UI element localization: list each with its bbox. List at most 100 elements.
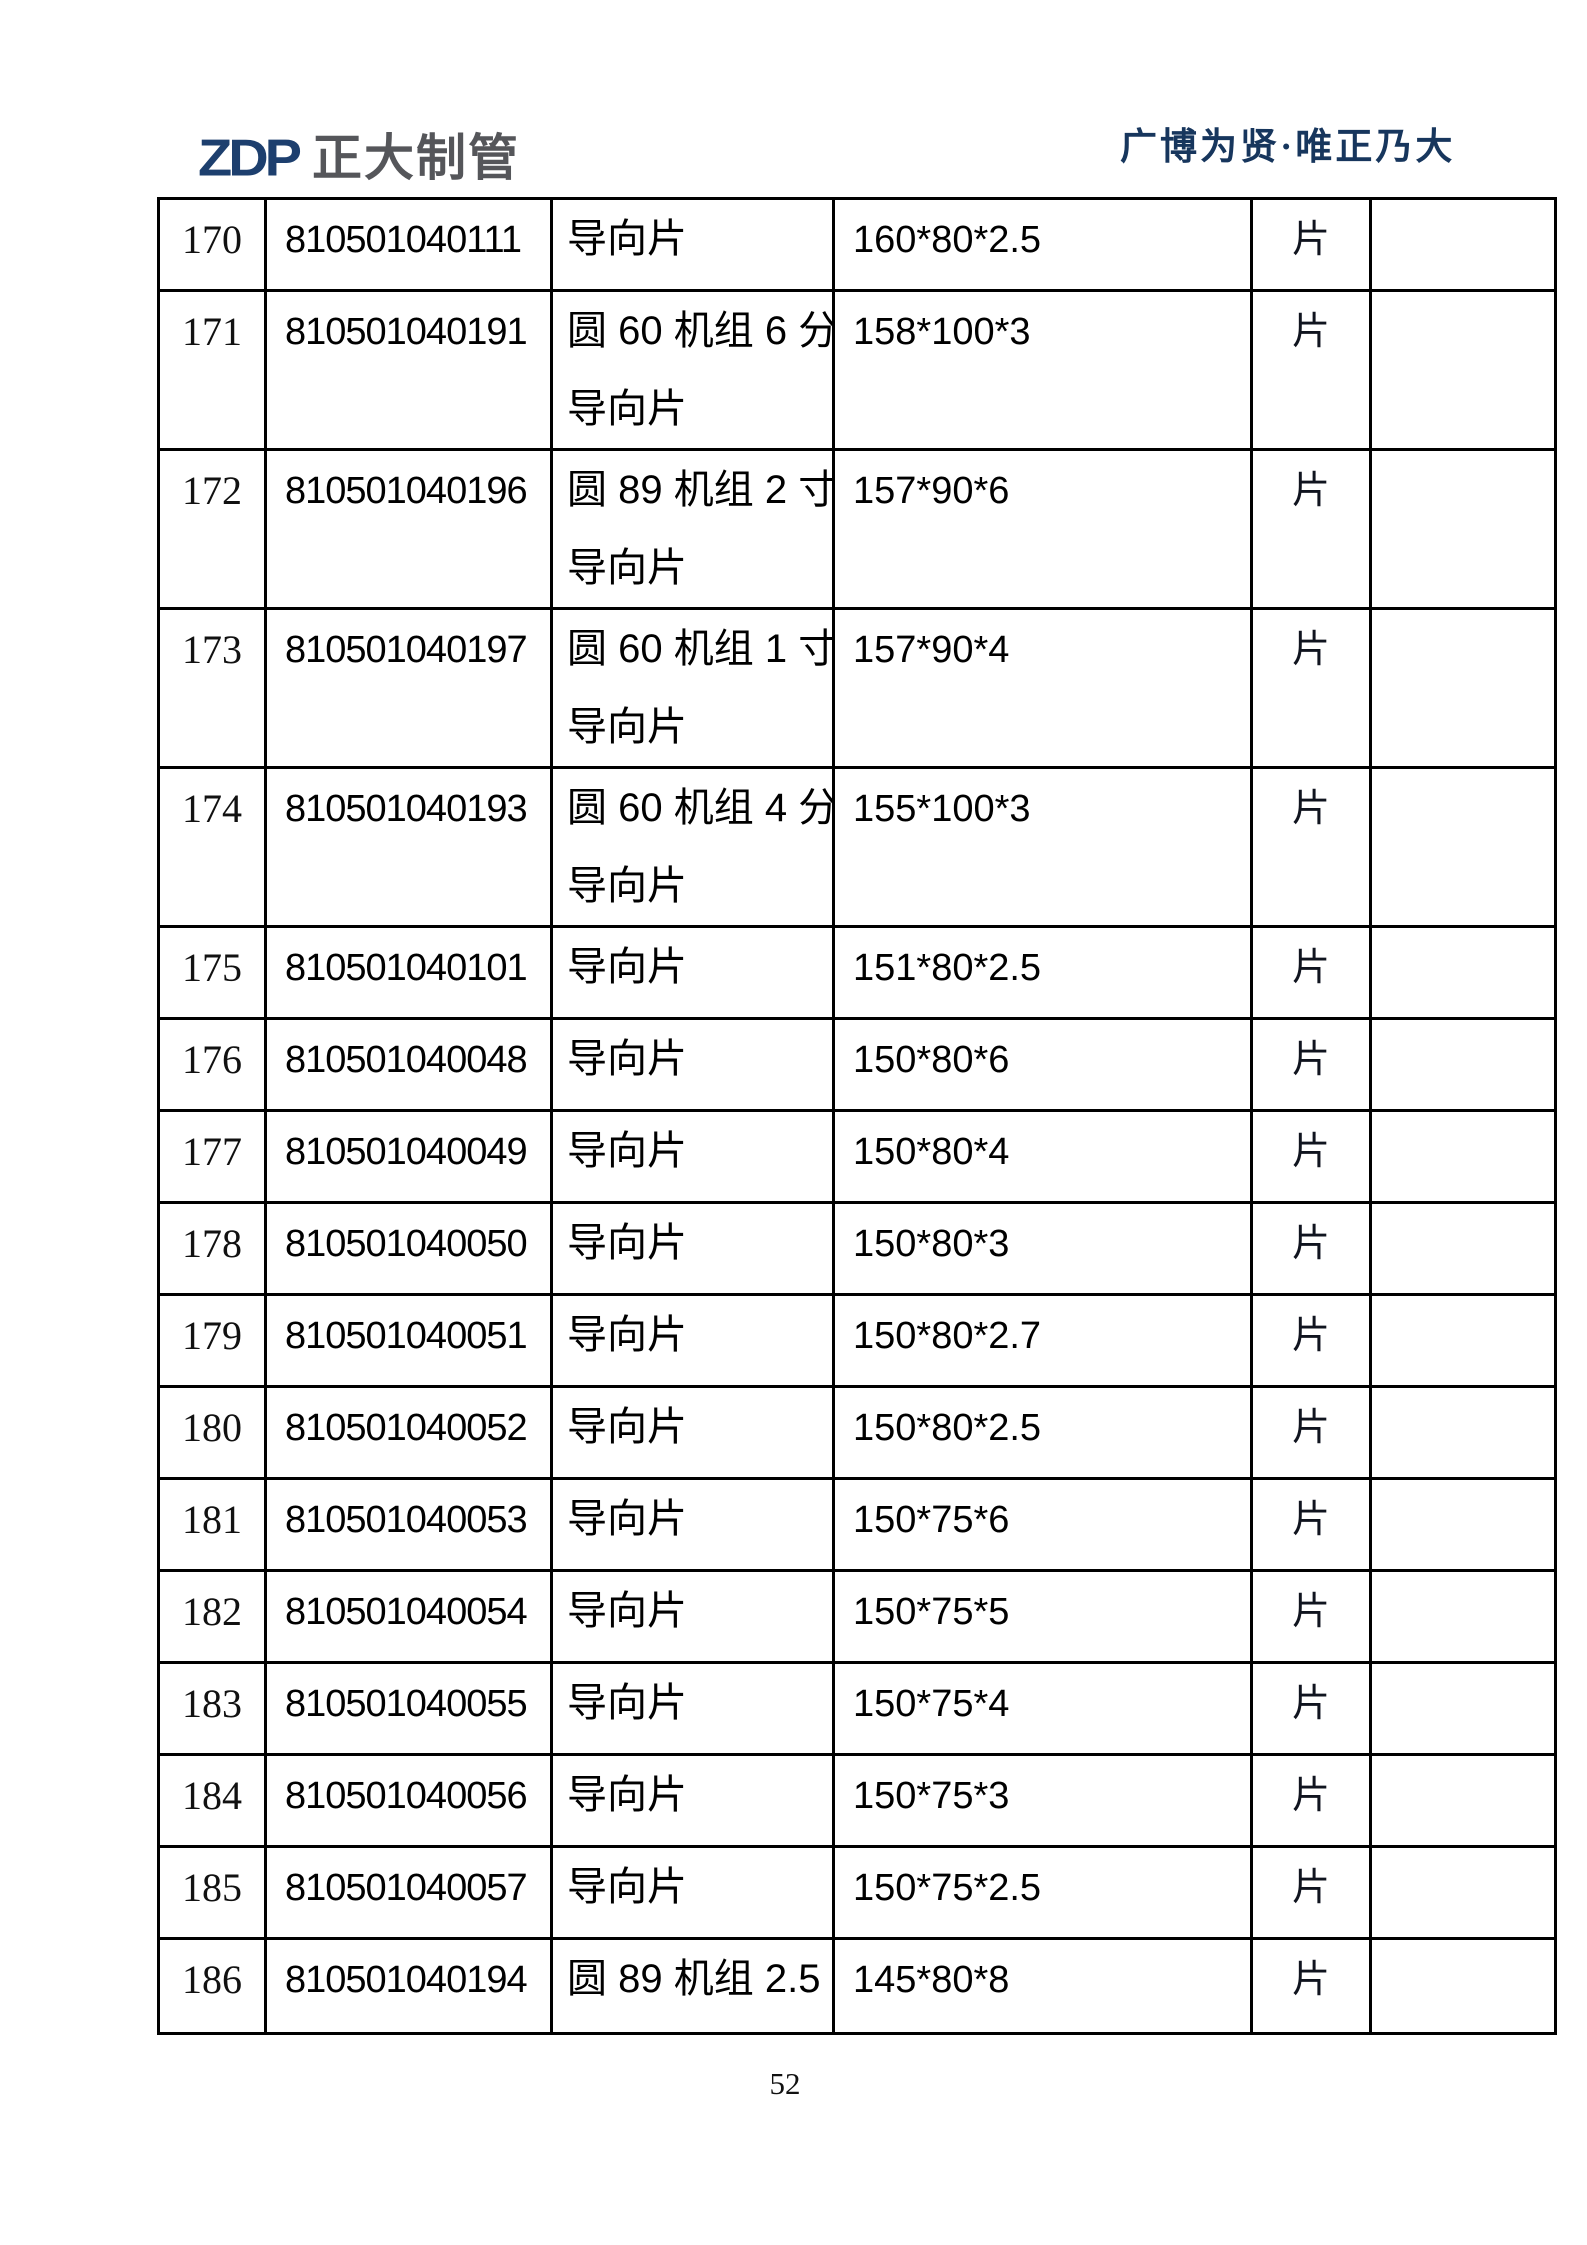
part-code-cell: 810501040050: [267, 1204, 553, 1293]
part-name-line1: 导向片: [567, 1865, 687, 1909]
spec-cell: 150*80*4: [835, 1112, 1253, 1201]
part-code-cell: 810501040194: [267, 1940, 553, 2032]
part-name-cell: 导向片: [553, 1204, 835, 1293]
remark-cell-empty: [1372, 1480, 1554, 1569]
remark-cell-empty: [1372, 1204, 1554, 1293]
spec-cell: 150*75*4: [835, 1664, 1253, 1753]
company-slogan: 广博为贤·唯正乃大: [1120, 127, 1456, 168]
unit-cell: 片: [1253, 1572, 1372, 1661]
part-name-line1: 导向片: [567, 1497, 687, 1541]
spec-cell: 157*90*6: [835, 451, 1253, 607]
part-name-cell: 圆 89 机组 2 寸小 导向片: [553, 451, 835, 607]
parts-table: 170 810501040111 导向片 160*80*2.5 片 171 81…: [157, 197, 1557, 2035]
row-number-cell: 182: [160, 1572, 267, 1661]
table-row: 177 810501040049 导向片 150*80*4 片: [160, 1112, 1554, 1204]
part-name-cell: 导向片: [553, 1112, 835, 1201]
part-code-cell: 810501040193: [267, 769, 553, 925]
part-code-cell: 810501040197: [267, 610, 553, 766]
part-name-cell: 导向片: [553, 1664, 835, 1753]
spec-cell: 151*80*2.5: [835, 928, 1253, 1017]
unit-cell: 片: [1253, 1204, 1372, 1293]
part-name-line1: 圆 60 机组 1 寸小: [567, 627, 835, 671]
remark-cell-empty: [1372, 1388, 1554, 1477]
remark-cell-empty: [1372, 1112, 1554, 1201]
spec-cell: 155*100*3: [835, 769, 1253, 925]
part-name-cell: 导向片: [553, 1848, 835, 1937]
part-name-cell: 圆 60 机组 1 寸小 导向片: [553, 610, 835, 766]
part-name-cell: 圆 60 机组 6 分小 导向片: [553, 292, 835, 448]
part-name-line1: 导向片: [567, 1773, 687, 1817]
part-name-cell: 导向片: [553, 1388, 835, 1477]
part-name-cell: 导向片: [553, 928, 835, 1017]
unit-cell: 片: [1253, 451, 1372, 607]
table-row: 173 810501040197 圆 60 机组 1 寸小 导向片 157*90…: [160, 610, 1554, 769]
remark-cell-empty: [1372, 1940, 1554, 2032]
row-number-cell: 185: [160, 1848, 267, 1937]
logo-company-name: 正大制管: [312, 130, 520, 186]
part-code-cell: 810501040111: [267, 200, 553, 289]
part-name-line1: 导向片: [567, 1129, 687, 1173]
part-code-cell: 810501040191: [267, 292, 553, 448]
table-row: 172 810501040196 圆 89 机组 2 寸小 导向片 157*90…: [160, 451, 1554, 610]
part-name-line1: 导向片: [567, 1037, 687, 1081]
part-name-line1: 导向片: [567, 1221, 687, 1265]
part-code-cell: 810501040196: [267, 451, 553, 607]
table-row: 183 810501040055 导向片 150*75*4 片: [160, 1664, 1554, 1756]
row-number-cell: 179: [160, 1296, 267, 1385]
remark-cell-empty: [1372, 1848, 1554, 1937]
row-number-cell: 176: [160, 1020, 267, 1109]
row-number-cell: 173: [160, 610, 267, 766]
row-number-cell: 184: [160, 1756, 267, 1845]
part-name-line2: 导向片: [567, 387, 687, 431]
part-name-line1: 导向片: [567, 1681, 687, 1725]
spec-cell: 158*100*3: [835, 292, 1253, 448]
unit-cell: 片: [1253, 1848, 1372, 1937]
remark-cell-empty: [1372, 1572, 1554, 1661]
part-name-line1: 圆 60 机组 6 分小: [567, 309, 835, 353]
table-row: 182 810501040054 导向片 150*75*5 片: [160, 1572, 1554, 1664]
part-name-line2: 导向片: [567, 705, 687, 749]
table-row: 174 810501040193 圆 60 机组 4 分小 导向片 155*10…: [160, 769, 1554, 928]
part-code-cell: 810501040051: [267, 1296, 553, 1385]
part-name-cell: 导向片: [553, 1572, 835, 1661]
unit-cell: 片: [1253, 928, 1372, 1017]
part-name-cell: 导向片: [553, 1480, 835, 1569]
row-number-cell: 186: [160, 1940, 267, 2032]
remark-cell-empty: [1372, 1296, 1554, 1385]
part-code-cell: 810501040048: [267, 1020, 553, 1109]
part-name-line2: 导向片: [567, 864, 687, 908]
unit-cell: 片: [1253, 1940, 1372, 2032]
page-number: 52: [769, 2066, 801, 2101]
part-code-cell: 810501040052: [267, 1388, 553, 1477]
part-name-line1: 导向片: [567, 945, 687, 989]
unit-cell: 片: [1253, 1112, 1372, 1201]
row-number-cell: 175: [160, 928, 267, 1017]
spec-cell: 150*75*3: [835, 1756, 1253, 1845]
spec-cell: 157*90*4: [835, 610, 1253, 766]
row-number-cell: 172: [160, 451, 267, 607]
unit-cell: 片: [1253, 1020, 1372, 1109]
part-name-line1: 圆 60 机组 4 分小: [567, 786, 835, 830]
part-name-line1: 导向片: [567, 217, 687, 261]
part-name-line1: 导向片: [567, 1405, 687, 1449]
remark-cell-empty: [1372, 928, 1554, 1017]
remark-cell-empty: [1372, 1756, 1554, 1845]
part-name-cell: 圆 60 机组 4 分小 导向片: [553, 769, 835, 925]
table-row: 176 810501040048 导向片 150*80*6 片: [160, 1020, 1554, 1112]
remark-cell-empty: [1372, 769, 1554, 925]
unit-cell: 片: [1253, 1756, 1372, 1845]
remark-cell-empty: [1372, 292, 1554, 448]
row-number-cell: 177: [160, 1112, 267, 1201]
unit-cell: 片: [1253, 1296, 1372, 1385]
table-row: 185 810501040057 导向片 150*75*2.5 片: [160, 1848, 1554, 1940]
part-name-line2: 导向片: [567, 546, 687, 590]
row-number-cell: 178: [160, 1204, 267, 1293]
part-name-line1: 导向片: [567, 1313, 687, 1357]
row-number-cell: 170: [160, 200, 267, 289]
spec-cell: 150*75*6: [835, 1480, 1253, 1569]
part-code-cell: 810501040053: [267, 1480, 553, 1569]
remark-cell-empty: [1372, 1020, 1554, 1109]
row-number-cell: 180: [160, 1388, 267, 1477]
table-row: 178 810501040050 导向片 150*80*3 片: [160, 1204, 1554, 1296]
